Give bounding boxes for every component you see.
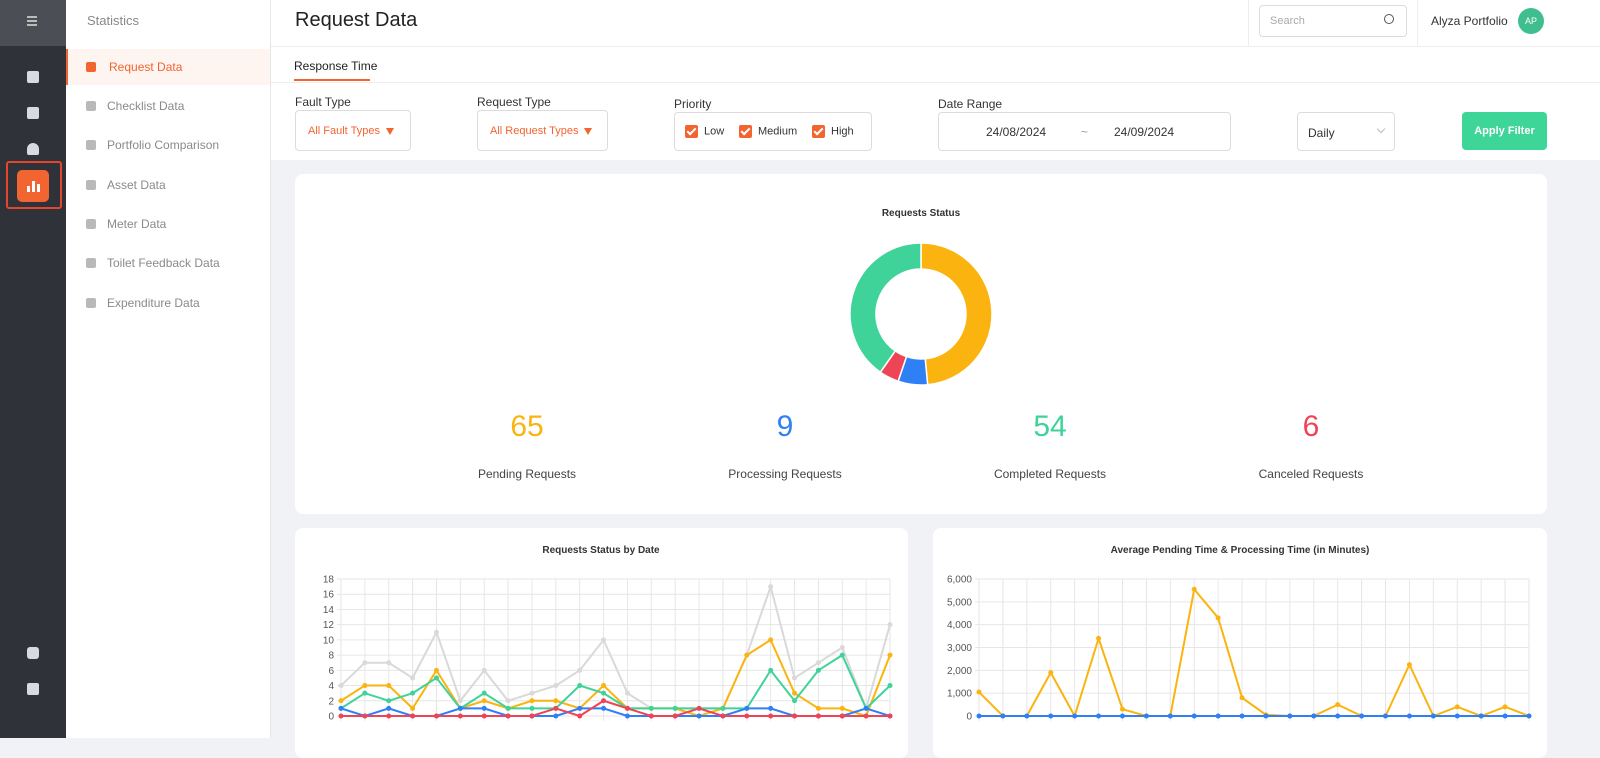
filter-label: Date Range	[938, 97, 1003, 111]
checkbox-label: Medium	[758, 125, 798, 138]
status-card	[295, 174, 1547, 514]
submenu: Statistics Request Data Checklist Data P…	[66, 0, 271, 738]
apply-button[interactable]: Apply Filter	[1462, 112, 1547, 150]
page: Statistics Request Data Checklist Data P…	[0, 0, 1600, 738]
dashboard-icon[interactable]	[27, 71, 39, 83]
date-range-picker[interactable]: 24/08/2024 ~ 24/09/2024	[938, 112, 1231, 151]
user-icon[interactable]	[27, 143, 39, 155]
line-card	[295, 528, 908, 758]
highlight-box	[6, 161, 62, 209]
menu-item[interactable]: Checklist Data	[66, 88, 270, 124]
select-value: All Fault Types	[308, 125, 380, 137]
menu-item[interactable]: Request Data	[66, 49, 270, 85]
package-icon[interactable]	[27, 647, 39, 659]
checkbox[interactable]: Low	[685, 125, 724, 138]
line-card	[933, 528, 1547, 758]
search-box[interactable]: Search	[1259, 5, 1407, 37]
menu-item[interactable]: Meter Data	[66, 206, 270, 242]
icon-sidebar	[0, 0, 66, 738]
date-start: 24/08/2024	[986, 125, 1047, 139]
menu-label: Toilet Feedback Data	[107, 256, 220, 270]
filter-label: Fault Type	[295, 95, 351, 109]
checkbox[interactable]: High	[812, 125, 854, 138]
page-title: Request Data	[295, 9, 418, 31]
menu-label: Expenditure Data	[107, 296, 200, 310]
checkbox-label: High	[831, 125, 854, 138]
filter-label: Priority	[674, 97, 712, 111]
menu-item[interactable]: Expenditure Data	[66, 285, 270, 321]
sidebar-toggle[interactable]	[0, 0, 66, 46]
submenu-title: Statistics	[87, 13, 140, 28]
checkbox-label: Low	[704, 125, 725, 138]
date-end: 24/09/2024	[1114, 125, 1175, 139]
menu-label: Meter Data	[107, 217, 167, 231]
menu-item[interactable]: Portfolio Comparison	[66, 127, 270, 163]
filter-label: Request Type	[477, 95, 551, 109]
select-value: All Request Types	[490, 125, 579, 137]
priority-options: Low Medium High	[674, 112, 872, 151]
menu-label: Checklist Data	[107, 99, 185, 113]
menu-label: Asset Data	[107, 178, 166, 192]
user-name[interactable]: Alyza Portfolio	[1431, 14, 1508, 28]
tab[interactable]: Response Time	[294, 59, 378, 73]
interval-select[interactable]: Daily	[1297, 112, 1395, 151]
logout-icon[interactable]	[27, 683, 39, 695]
select-value: Daily	[1308, 126, 1335, 140]
menu-label: Request Data	[109, 60, 183, 74]
request-type-select[interactable]: All Request Types	[477, 110, 608, 151]
top-panel: Request Data Search Alyza Portfolio AP R…	[271, 0, 1600, 160]
menu-item[interactable]: Asset Data	[66, 167, 270, 203]
date-separator: ~	[1081, 125, 1089, 139]
menu-label: Portfolio Comparison	[107, 138, 220, 152]
search-placeholder: Search	[1270, 15, 1305, 27]
request-icon[interactable]	[27, 107, 39, 119]
fault-type-select[interactable]: All Fault Types	[295, 110, 411, 151]
checkbox[interactable]: Medium	[739, 125, 797, 138]
menu-item[interactable]: Toilet Feedback Data	[66, 245, 270, 281]
avatar[interactable]: AP	[1518, 8, 1544, 34]
statistics-icon[interactable]	[17, 170, 49, 202]
